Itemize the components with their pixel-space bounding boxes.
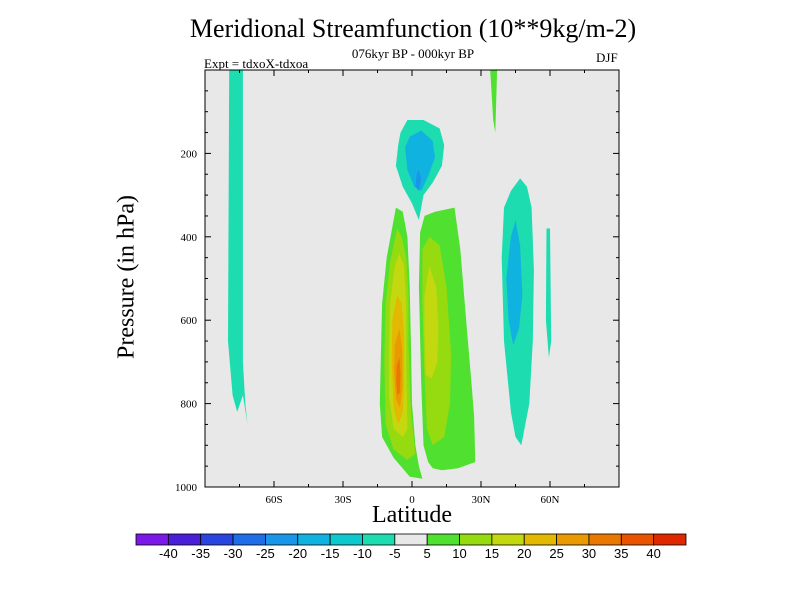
colorbar-tick-label: 40 <box>646 546 660 561</box>
colorbar-swatch <box>135 533 169 546</box>
colorbar-tick-label: 30 <box>582 546 596 561</box>
colorbar-tick-label: -20 <box>288 546 307 561</box>
contour-northern-upper-streak <box>490 70 498 133</box>
colorbar-tick-label: 15 <box>485 546 499 561</box>
colorbar-tick-label: 5 <box>424 546 431 561</box>
x-tick-label: 30S <box>334 494 351 506</box>
contour-northern-cell-tail <box>545 228 552 358</box>
colorbar-swatch <box>426 533 460 546</box>
plot-area <box>204 69 620 488</box>
y-tick-label: 1000 <box>175 482 198 494</box>
x-tick-label: 30N <box>472 494 491 506</box>
x-tick-label: 0 <box>409 494 415 506</box>
colorbar-tick-label: -10 <box>353 546 372 561</box>
colorbar-swatch <box>362 533 396 546</box>
colorbar-swatch <box>588 533 622 546</box>
colorbar-swatch <box>491 533 525 546</box>
y-tick-label: 200 <box>181 148 198 160</box>
colorbar-swatch <box>232 533 266 546</box>
colorbar-tick-label: -35 <box>191 546 210 561</box>
x-tick-label: 60S <box>265 494 282 506</box>
colorbar-swatch <box>556 533 590 546</box>
colorbar-tick-label: -25 <box>256 546 275 561</box>
colorbar: -40 -35 -30 -25 -20 -15 -10 -5 5 10 15 20 25 30 35 40 <box>135 533 687 561</box>
colorbar-swatch <box>329 533 363 546</box>
colorbar-swatch <box>200 533 234 546</box>
y-tick-label: 400 <box>181 232 198 244</box>
axis-ticks: 60S 30S 0 30N 60N 200 400 600 800 1000 <box>175 70 620 506</box>
season-label: DJF <box>596 50 618 65</box>
colorbar-tick-label: -30 <box>224 546 243 561</box>
contour-upper-cell-inner <box>405 130 435 191</box>
colorbar-tick-label: 20 <box>517 546 531 561</box>
colorbar-swatch <box>459 533 493 546</box>
colorbar-tick-label: 25 <box>549 546 563 561</box>
contour-tropical-left-lobe-30 <box>396 357 401 396</box>
colorbar-tick-label: -5 <box>389 546 401 561</box>
colorbar-swatch <box>620 533 655 546</box>
contour-northern-cell-inner <box>506 220 523 346</box>
contour-tropical-right-lobe-15 <box>424 266 439 379</box>
colorbar-swatch <box>523 533 557 546</box>
x-tick-label: 60N <box>541 494 560 506</box>
colorbar-tick-label: 10 <box>452 546 466 561</box>
colorbar-tick-label: -15 <box>321 546 340 561</box>
colorbar-swatch <box>167 533 202 546</box>
colorbar-swatch <box>265 533 299 546</box>
colorbar-tick-label: 35 <box>614 546 628 561</box>
colorbar-swatch <box>297 533 331 546</box>
chart-title: Meridional Streamfunction (10**9kg/m-2) <box>189 14 637 43</box>
y-tick-label: 600 <box>181 315 198 327</box>
chart-subtitle: 076kyr BP - 000kyr BP <box>351 46 475 61</box>
colorbar-swatch <box>394 533 428 546</box>
y-tick-label: 800 <box>181 399 198 411</box>
contour-southern-high-lat-cell <box>228 70 248 425</box>
colorbar-tick-label: -40 <box>159 546 178 561</box>
contour-upper-cell-core <box>415 170 422 191</box>
experiment-label: Expt = tdxoX-tdxoa <box>204 56 309 71</box>
x-axis-label: Latitude <box>372 502 452 528</box>
colorbar-swatch <box>653 533 687 546</box>
